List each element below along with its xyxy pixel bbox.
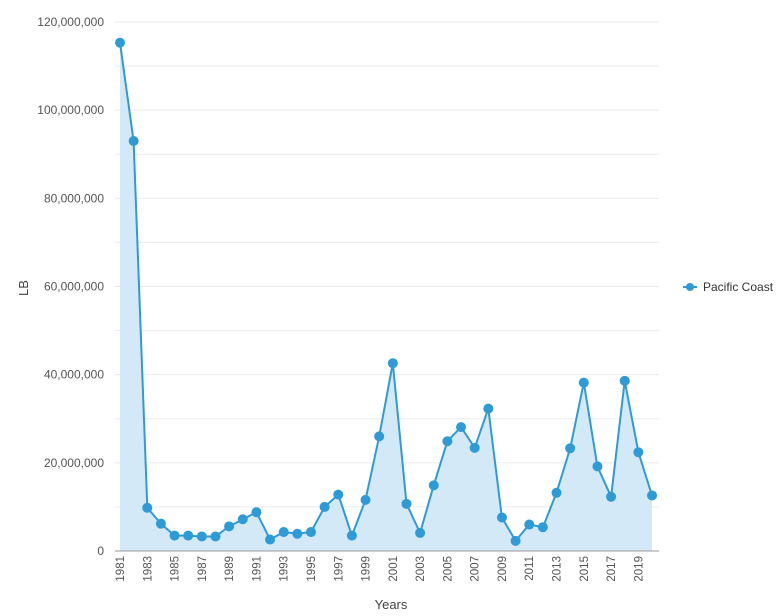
y-axis-title: LB bbox=[16, 280, 31, 296]
data-point[interactable] bbox=[456, 422, 467, 433]
data-point[interactable] bbox=[633, 447, 644, 458]
data-point[interactable] bbox=[565, 443, 576, 454]
data-point[interactable] bbox=[305, 527, 316, 538]
data-point[interactable] bbox=[496, 512, 507, 523]
series-area bbox=[120, 42, 652, 551]
data-point[interactable] bbox=[578, 377, 589, 388]
data-point[interactable] bbox=[346, 530, 357, 541]
y-tick-label: 40,000,000 bbox=[44, 368, 104, 382]
x-tick-label: 2013 bbox=[552, 556, 564, 582]
data-point[interactable] bbox=[415, 527, 426, 538]
y-tick-label: 20,000,000 bbox=[44, 456, 104, 470]
data-point[interactable] bbox=[592, 461, 603, 472]
y-tick-label: 100,000,000 bbox=[37, 103, 104, 117]
data-point[interactable] bbox=[374, 431, 385, 442]
data-point[interactable] bbox=[169, 530, 180, 541]
x-tick-label: 1985 bbox=[170, 556, 182, 582]
data-point[interactable] bbox=[115, 37, 125, 48]
data-point[interactable] bbox=[142, 502, 153, 513]
x-tick-label: 2005 bbox=[442, 556, 454, 582]
data-point[interactable] bbox=[510, 535, 521, 546]
x-tick-label: 1981 bbox=[115, 556, 127, 582]
data-point[interactable] bbox=[155, 518, 166, 529]
data-point[interactable] bbox=[360, 494, 371, 505]
x-tick-label: 2007 bbox=[470, 556, 482, 582]
x-tick-label: 1995 bbox=[306, 556, 318, 582]
series-line bbox=[119, 42, 653, 543]
data-point[interactable] bbox=[483, 403, 494, 414]
series-area-layer bbox=[120, 42, 652, 551]
data-point[interactable] bbox=[265, 534, 276, 545]
legend-marker-icon bbox=[683, 282, 697, 292]
x-tick-label: 1993 bbox=[279, 556, 291, 582]
data-point[interactable] bbox=[333, 489, 344, 500]
data-point[interactable] bbox=[469, 442, 480, 453]
x-tick-label: 1983 bbox=[142, 556, 154, 582]
data-point[interactable] bbox=[524, 519, 535, 530]
grid-lines bbox=[115, 21, 659, 508]
data-point[interactable] bbox=[224, 521, 235, 532]
x-tick-label: 2009 bbox=[497, 556, 509, 582]
x-tick-label: 1989 bbox=[224, 556, 236, 582]
y-tick-label: 60,000,000 bbox=[44, 280, 104, 294]
data-point[interactable] bbox=[387, 358, 398, 369]
data-point[interactable] bbox=[237, 514, 248, 525]
data-point[interactable] bbox=[183, 530, 194, 541]
data-point[interactable] bbox=[319, 501, 330, 512]
legend[interactable]: Pacific Coast bbox=[683, 280, 773, 294]
x-axis-ticks: 1981 1983 1985 1987 1989 1991 1993 1995 1997 1999… bbox=[115, 556, 645, 582]
data-point[interactable] bbox=[251, 507, 262, 518]
legend-label-pacific-coast: Pacific Coast bbox=[703, 280, 774, 294]
x-tick-label: 2003 bbox=[415, 556, 427, 582]
y-axis-ticks: 0 20,000,000 40,000,000 60,000,000 80,000,00… bbox=[37, 15, 104, 558]
x-tick-label: 2017 bbox=[606, 556, 618, 582]
x-tick-label: 2011 bbox=[524, 556, 536, 581]
data-point[interactable] bbox=[606, 491, 617, 502]
x-tick-label: 2001 bbox=[388, 556, 400, 582]
x-tick-label: 2015 bbox=[579, 556, 591, 582]
x-tick-label: 1987 bbox=[197, 556, 209, 582]
data-point[interactable] bbox=[196, 531, 207, 542]
data-point[interactable] bbox=[278, 527, 289, 538]
y-tick-label: 80,000,000 bbox=[44, 191, 104, 205]
data-point[interactable] bbox=[128, 136, 139, 147]
data-point[interactable] bbox=[537, 522, 548, 533]
data-point[interactable] bbox=[428, 480, 439, 491]
x-axis-title: Years bbox=[375, 597, 408, 612]
data-point[interactable] bbox=[401, 498, 412, 509]
data-point[interactable] bbox=[647, 490, 657, 501]
x-tick-label: 1991 bbox=[251, 556, 263, 582]
data-point[interactable] bbox=[551, 487, 562, 498]
data-point[interactable] bbox=[210, 531, 221, 542]
y-tick-label: 120,000,000 bbox=[37, 15, 104, 29]
series-point-layer bbox=[115, 37, 657, 546]
series-line-layer bbox=[119, 42, 653, 543]
data-point[interactable] bbox=[442, 436, 453, 447]
x-tick-label: 2019 bbox=[633, 556, 645, 582]
x-tick-label: 1997 bbox=[333, 556, 345, 582]
data-point[interactable] bbox=[619, 375, 630, 386]
y-tick-label: 0 bbox=[97, 544, 104, 558]
x-tick-label: 1999 bbox=[361, 556, 373, 582]
data-point[interactable] bbox=[292, 528, 303, 539]
